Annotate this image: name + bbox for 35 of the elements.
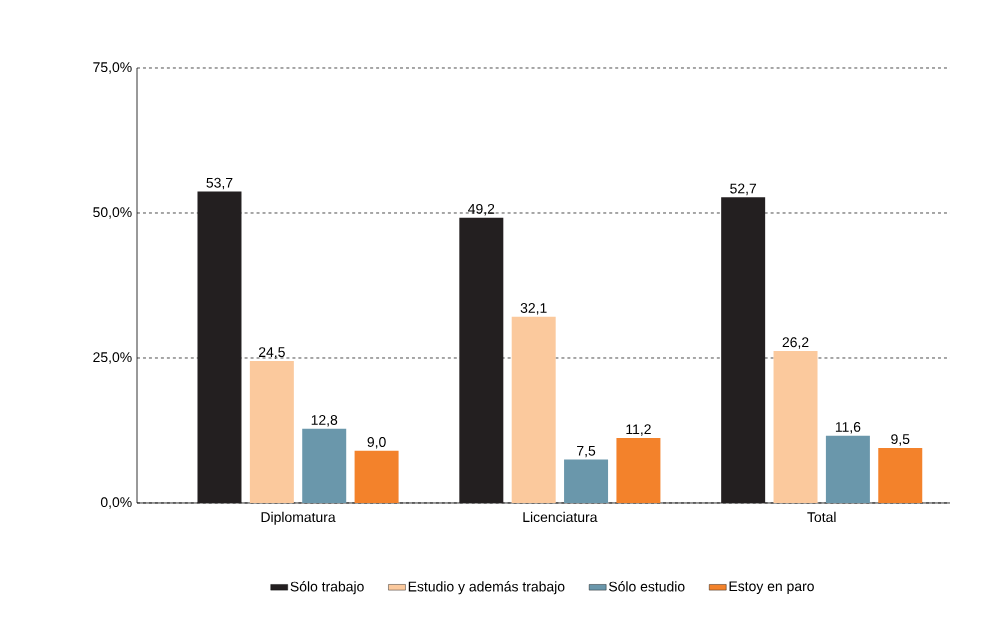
data-label: 11,6 [835, 421, 861, 434]
legend-label: Estudio y además trabajo [408, 581, 565, 595]
bar [249, 360, 294, 503]
legend-label: Sólo trabajo [290, 581, 364, 595]
bar [511, 316, 556, 503]
x-tick-label: Diplomatura [261, 511, 336, 525]
y-tick-label: 75,0% [93, 62, 132, 74]
data-label: 7,5 [577, 445, 596, 458]
data-label: 9,5 [891, 434, 910, 446]
y-tick-label: 25,0% [93, 352, 132, 364]
data-label: 11,2 [626, 424, 651, 436]
data-label: 12,8 [311, 415, 338, 427]
bar [825, 435, 870, 503]
y-tick-label: 50,0% [93, 207, 132, 219]
data-label: 9,0 [367, 437, 386, 449]
bar [773, 351, 818, 503]
data-label: 52,7 [730, 183, 757, 196]
y-tick-label: 0,0% [100, 497, 132, 509]
legend-label: Sólo estudio [609, 581, 685, 592]
bar [564, 459, 609, 503]
x-tick-label: Licenciatura [523, 511, 598, 523]
data-label: 53,7 [206, 177, 233, 190]
bar [459, 217, 504, 503]
bar [302, 428, 347, 503]
legend-label: Estoy en paro [729, 581, 814, 594]
bar [721, 197, 766, 503]
bar [616, 438, 661, 503]
data-label: 26,2 [782, 337, 809, 349]
bar [197, 191, 242, 503]
bar [354, 450, 399, 503]
bar [878, 447, 923, 503]
x-tick-label: Total [807, 511, 836, 523]
data-label: 32,1 [520, 303, 547, 315]
data-label: 24,5 [258, 347, 285, 359]
data-label: 49,2 [468, 203, 495, 216]
